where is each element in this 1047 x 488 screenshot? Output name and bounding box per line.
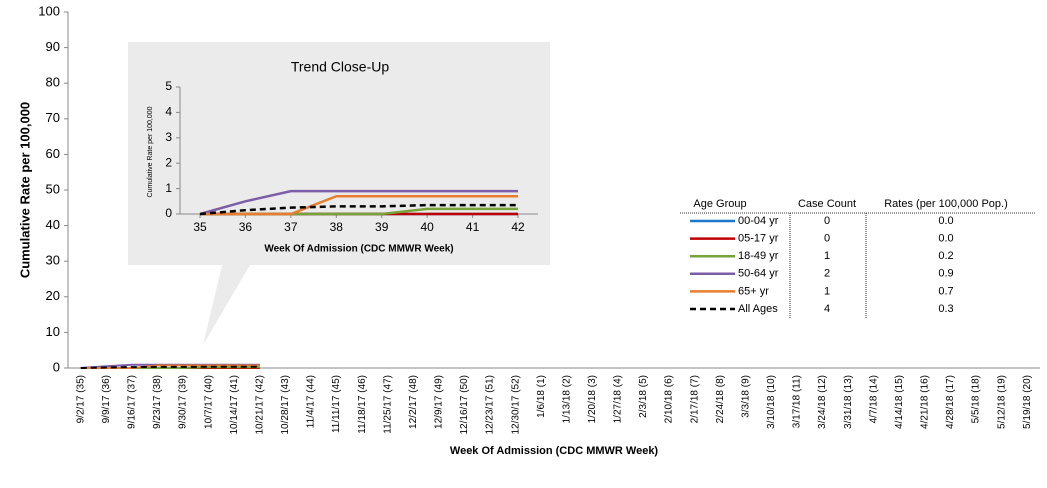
inset-y-axis-title: Cumulative Rate per 100,000 (147, 106, 154, 197)
x-tick-label: 4/21/18 (16) (920, 375, 931, 429)
x-tick-label: 10/14/17 (41) (229, 375, 240, 435)
y-tick-label: 90 (46, 39, 60, 54)
inset-series-line (200, 194, 518, 216)
x-tick-label: 11/11/17 (45) (331, 375, 342, 433)
x-tick-label: 10/21/17 (42) (254, 375, 265, 435)
x-tick-label: 12/2/17 (48) (408, 375, 419, 429)
x-tick-label: 1/6/18 (1) (536, 375, 547, 418)
x-tick-label: 3/10/18 (10) (766, 375, 777, 429)
legend-label: 00-04 yr (738, 215, 779, 227)
legend-label: 05-17 yr (738, 233, 779, 245)
y-tick-label: 0 (53, 359, 60, 374)
legend-rate: 0.0 (938, 233, 953, 245)
x-tick-label: 2/17/18 (7) (689, 375, 700, 423)
y-tick-label: 20 (46, 288, 60, 303)
inset-y-tick-label: 1 (165, 181, 172, 195)
legend-rate: 0.7 (938, 285, 953, 297)
y-tick-label: 80 (46, 75, 60, 90)
inset-series-line (199, 189, 518, 216)
legend-label: 65+ yr (738, 285, 769, 297)
x-tick-label: 3/31/18 (13) (843, 375, 854, 429)
legend-rate: 0.2 (938, 250, 953, 262)
x-tick-label: 9/9/17 (36) (101, 375, 112, 423)
legend-rate: 0.0 (938, 215, 953, 227)
inset-x-tick-label: 40 (420, 220, 434, 234)
x-tick-label: 3/17/18 (11) (792, 375, 803, 428)
x-tick-label: 4/28/18 (17) (945, 375, 956, 429)
y-tick-label: 60 (46, 146, 60, 161)
inset-x-tick-label: 36 (239, 220, 253, 234)
inset-series-line (199, 203, 518, 216)
legend-case-count: 1 (824, 285, 830, 297)
x-tick-label: 2/10/18 (6) (664, 375, 675, 423)
x-tick-label: 12/9/17 (49) (434, 375, 445, 429)
inset-y-tick-label: 5 (165, 79, 172, 93)
x-tick-label: 1/13/18 (2) (561, 375, 572, 423)
x-tick-label: 12/23/17 (51) (485, 375, 496, 435)
x-tick-label: 5/19/18 (20) (1022, 375, 1033, 429)
x-tick-label: 5/5/18 (18) (971, 375, 982, 423)
inset-y-tick-label: 3 (165, 130, 172, 144)
legend-case-count: 0 (824, 215, 830, 227)
x-tick-label: 3/24/18 (12) (817, 375, 828, 429)
y-tick-label: 30 (46, 253, 60, 268)
y-tick-label: 100 (38, 3, 60, 18)
legend-header: Rates (per 100,000 Pop.) (884, 198, 1008, 210)
legend-case-count: 1 (824, 250, 830, 262)
x-tick-label: 2/24/18 (8) (715, 375, 726, 423)
x-tick-label: 11/4/17 (44) (306, 375, 317, 428)
legend-rate: 0.3 (938, 303, 953, 315)
x-tick-label: 1/20/18 (3) (587, 375, 598, 423)
x-tick-label: 1/27/18 (4) (613, 375, 624, 423)
x-tick-label: 4/7/18 (14) (868, 375, 879, 423)
inset-title: Trend Close-Up (291, 59, 390, 75)
x-tick-label: 11/25/17 (47) (382, 375, 393, 434)
legend-header: Age Group (693, 198, 746, 210)
x-tick-label: 9/2/17 (35) (75, 375, 86, 423)
inset-x-tick-label: 37 (284, 220, 298, 234)
y-tick-label: 10 (46, 324, 60, 339)
x-tick-label: 3/3/18 (9) (740, 375, 751, 418)
inset-x-tick-label: 41 (466, 220, 480, 234)
legend-case-count: 0 (824, 233, 830, 245)
y-tick-label: 40 (46, 217, 60, 232)
x-tick-label: 9/16/17 (37) (127, 375, 138, 429)
x-tick-label: 10/7/17 (40) (203, 375, 214, 429)
inset-x-tick-label: 42 (511, 220, 525, 234)
x-tick-label: 5/12/18 (19) (996, 375, 1007, 429)
x-tick-label: 9/30/17 (39) (178, 375, 189, 429)
x-tick-label: 11/18/17 (46) (357, 375, 368, 434)
inset-x-tick-label: 38 (330, 220, 344, 234)
x-tick-label: 12/30/17 (52) (510, 375, 521, 435)
x-tick-label: 2/3/18 (5) (638, 375, 649, 418)
inset-y-tick-label: 4 (165, 105, 172, 119)
y-tick-label: 50 (46, 181, 60, 196)
legend-label: 50-64 yr (738, 268, 779, 280)
x-tick-label: 12/16/17 (50) (459, 375, 470, 435)
inset-y-tick-label: 0 (165, 206, 172, 220)
legend-case-count: 4 (824, 303, 830, 315)
legend-case-count: 2 (824, 268, 830, 280)
x-tick-label: 4/14/18 (15) (894, 375, 905, 429)
legend-label: 18-49 yr (738, 250, 779, 262)
series-line (80, 364, 260, 369)
legend-label: All Ages (738, 303, 778, 315)
inset-x-tick-label: 39 (375, 220, 389, 234)
y-axis-title: Cumulative Rate per 100,000 (17, 102, 32, 278)
inset-y-tick-label: 2 (165, 155, 172, 169)
x-axis-title: Week Of Admission (CDC MMWR Week) (450, 445, 659, 457)
inset-x-tick-label: 35 (193, 220, 207, 234)
legend-rate: 0.9 (938, 268, 953, 280)
close-up-callout (128, 42, 550, 345)
legend-header: Case Count (798, 198, 856, 210)
x-tick-label: 9/23/17 (38) (152, 375, 163, 429)
x-tick-label: 10/28/17 (43) (280, 375, 291, 435)
inset-x-axis-title: Week Of Admission (CDC MMWR Week) (264, 244, 453, 255)
y-tick-label: 70 (46, 110, 60, 125)
